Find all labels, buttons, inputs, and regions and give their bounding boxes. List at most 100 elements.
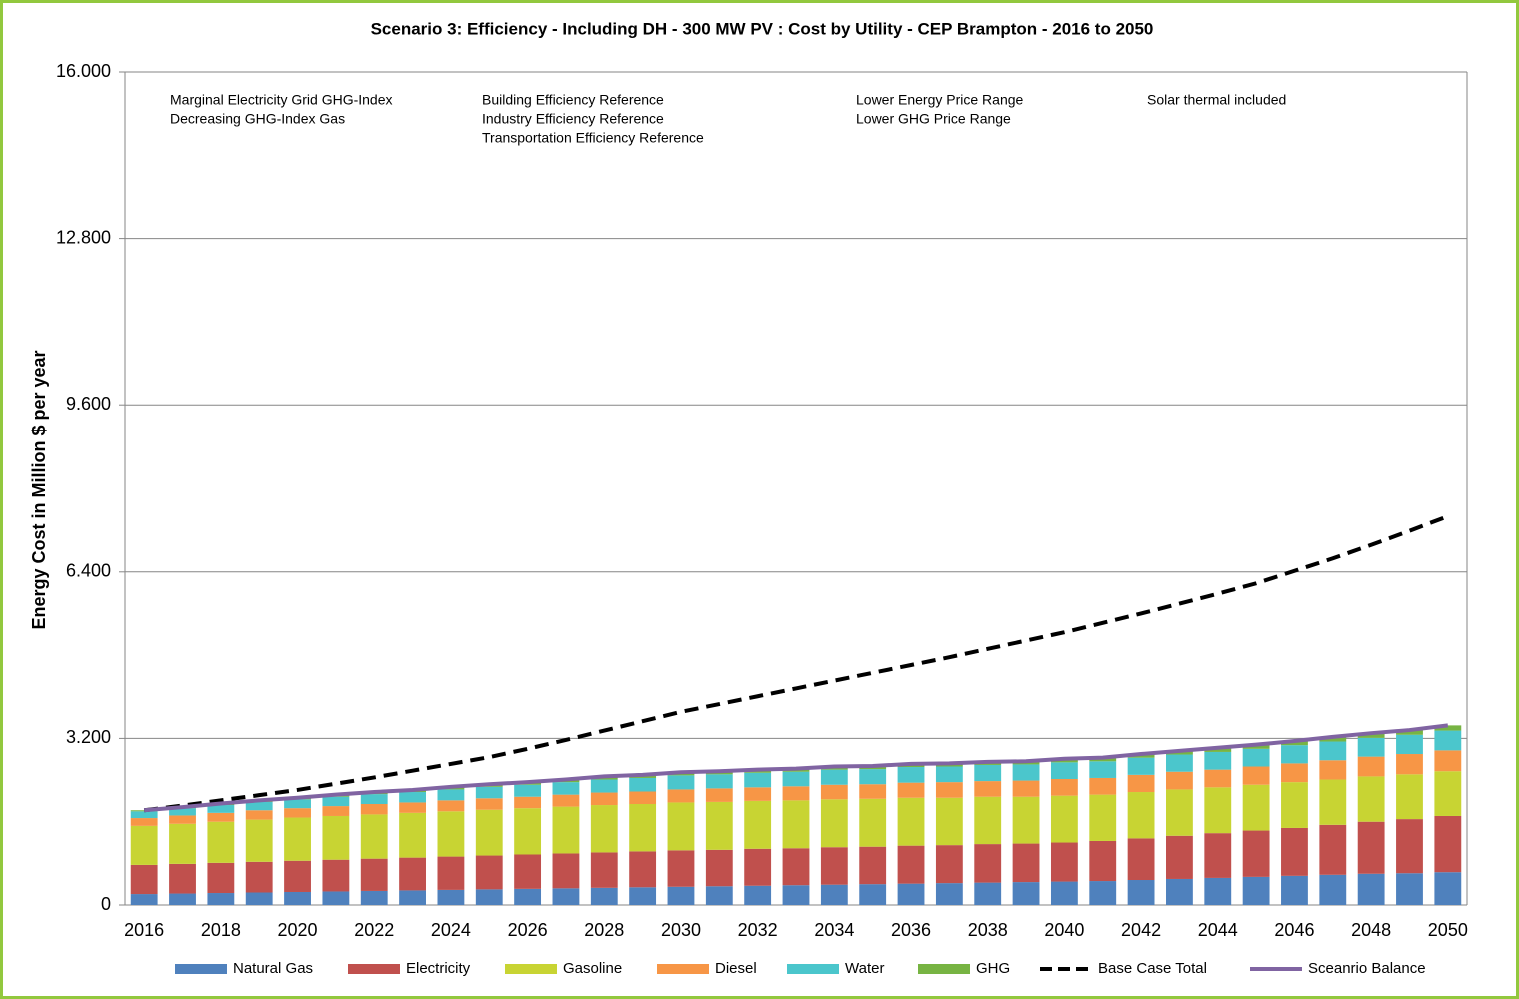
bar-segment — [1012, 796, 1040, 844]
bar-segment — [859, 769, 887, 785]
bar-segment — [590, 887, 618, 905]
bar-segment — [1050, 842, 1078, 882]
bar-segment — [1166, 771, 1193, 790]
annotation: Transportation Efficiency Reference — [482, 130, 704, 146]
bar-segment — [1242, 876, 1270, 905]
x-tick-label: 2050 — [1428, 920, 1468, 940]
bar-segment — [1127, 774, 1155, 793]
bar-segment — [859, 798, 887, 847]
bar-segment — [935, 782, 963, 798]
y-axis-label: Energy Cost in Million $ per year — [29, 350, 49, 629]
x-tick-label: 2018 — [201, 920, 241, 940]
bar-segment — [130, 811, 158, 819]
bar-segment — [207, 805, 235, 813]
bar-segment — [935, 845, 963, 884]
bar-segment — [169, 893, 196, 905]
bar-segment — [1050, 779, 1078, 796]
bar-segment — [1319, 760, 1347, 780]
bar-segment — [974, 796, 1002, 845]
bar-segment — [590, 852, 618, 888]
bar-segment — [1357, 821, 1385, 874]
bar-segment — [552, 853, 580, 889]
bar-segment — [1050, 795, 1078, 843]
x-tick-label: 2046 — [1274, 920, 1314, 940]
bar-segment — [744, 772, 772, 788]
bar-segment — [590, 792, 618, 806]
bar-segment — [130, 825, 158, 865]
annotation: Decreasing GHG-Index Gas — [170, 111, 345, 127]
bar-segment — [667, 789, 695, 803]
bar-segment — [399, 857, 426, 891]
bar-segment — [935, 797, 963, 846]
bar-segment — [859, 884, 887, 905]
bar-segment — [552, 782, 580, 795]
bar-segment — [130, 894, 158, 905]
bar-segment — [1242, 744, 1270, 749]
bar-segment — [705, 774, 733, 789]
bar-segment — [169, 823, 196, 864]
bar-segment — [322, 815, 350, 860]
bar-segment — [1281, 745, 1308, 764]
bar-segment — [629, 803, 657, 852]
bar-segment — [1281, 763, 1308, 783]
bar-segment — [399, 890, 426, 905]
legend-swatch — [657, 964, 709, 974]
bar-segment — [667, 775, 695, 790]
y-tick-label: 0 — [101, 894, 111, 914]
x-tick-label: 2024 — [431, 920, 471, 940]
bar-segment — [360, 890, 388, 905]
x-tick-label: 2038 — [968, 920, 1008, 940]
bar-segment — [1012, 882, 1040, 905]
x-tick-label: 2028 — [584, 920, 624, 940]
bar-segment — [475, 855, 503, 890]
bar-segment — [475, 809, 503, 856]
bar-segment — [1281, 827, 1308, 876]
bar-segment — [322, 806, 350, 816]
bar-segment — [552, 806, 580, 854]
bar-segment — [1281, 782, 1308, 828]
bar-segment — [629, 887, 657, 905]
bar-segment — [1396, 819, 1423, 874]
x-tick-label: 2016 — [124, 920, 164, 940]
chart-title: Scenario 3: Efficiency - Including DH - … — [371, 19, 1154, 38]
bar-segment — [284, 799, 311, 809]
bar-segment — [437, 800, 465, 812]
bar-segment — [1396, 734, 1423, 755]
bar-segment — [782, 800, 810, 849]
bar-segment — [1357, 733, 1385, 738]
bar-segment — [897, 782, 925, 798]
bar-segment — [207, 862, 235, 894]
bar-segment — [974, 844, 1002, 883]
bar-segment — [1166, 835, 1193, 879]
legend-label: Water — [845, 960, 884, 977]
bar-segment — [935, 766, 963, 783]
bar-segment — [130, 864, 158, 895]
bar-segment — [897, 845, 925, 884]
bar-segment — [1166, 754, 1193, 772]
bar-segment — [1089, 881, 1117, 905]
bar-segment — [475, 798, 503, 810]
bar-segment — [1434, 771, 1462, 816]
bar-segment — [897, 883, 925, 905]
bar-segment — [1089, 794, 1117, 841]
bar-segment — [1396, 774, 1423, 820]
bar-segment — [1281, 875, 1308, 905]
legend-swatch — [505, 964, 557, 974]
bar-segment — [1319, 741, 1347, 761]
bar-segment — [1396, 754, 1423, 775]
bar-segment — [1242, 784, 1270, 831]
legend-swatch — [787, 964, 839, 974]
bar-segment — [705, 886, 733, 905]
bar-segment — [245, 861, 273, 893]
bar-segment — [859, 846, 887, 885]
bar-segment — [245, 819, 273, 862]
bar-segment — [399, 792, 426, 803]
bar-segment — [1012, 780, 1040, 797]
x-tick-label: 2030 — [661, 920, 701, 940]
x-tick-label: 2020 — [278, 920, 318, 940]
bar-segment — [744, 848, 772, 886]
annotation: Marginal Electricity Grid GHG-Index — [170, 92, 393, 108]
x-tick-label: 2032 — [738, 920, 778, 940]
bar-segment — [360, 858, 388, 891]
bar-segment — [782, 885, 810, 905]
